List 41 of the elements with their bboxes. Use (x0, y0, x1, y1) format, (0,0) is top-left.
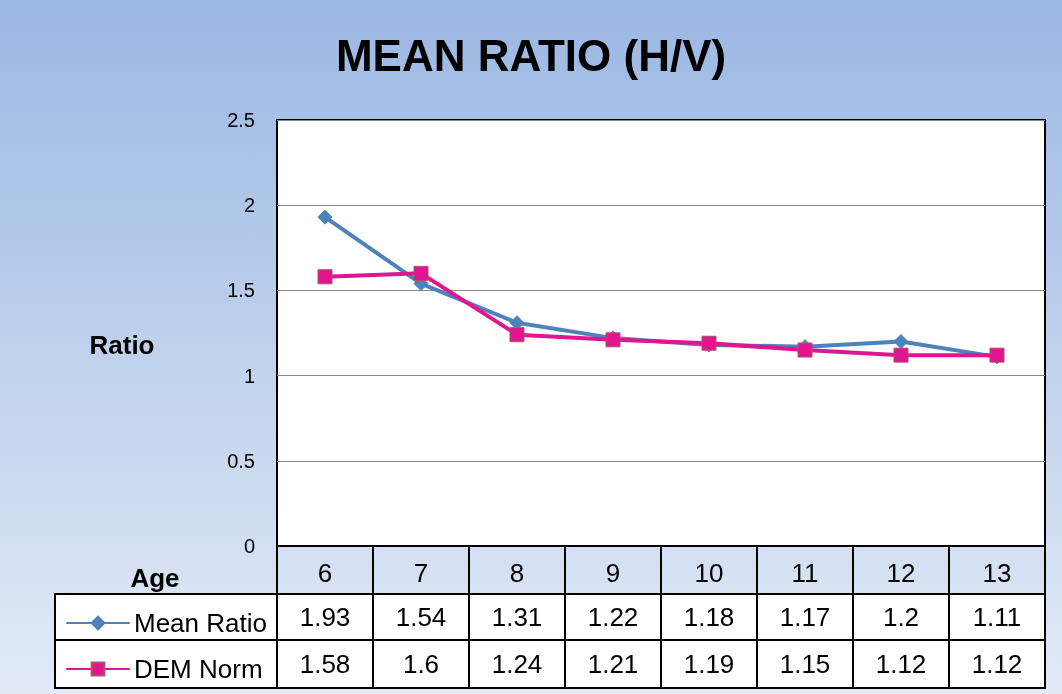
y-tick-label: 1.5 (227, 279, 255, 302)
point (317, 209, 333, 225)
x-tick-label: 9 (605, 558, 621, 588)
x-tick-label: 10 (694, 558, 724, 588)
data-label: 1.17 (779, 602, 831, 632)
data-label: 1.31 (491, 602, 543, 632)
data-label: 1.22 (587, 602, 639, 632)
data-label: 1.93 (299, 602, 351, 632)
data-label: 1.21 (587, 649, 639, 679)
x-tick-label: 12 (886, 558, 916, 588)
x-tick-label: 8 (509, 558, 525, 588)
data-label: 1.12 (875, 649, 927, 679)
x-tick-label: 11 (791, 558, 819, 588)
data-label: 1.6 (402, 649, 440, 679)
data-label: 1.54 (395, 602, 447, 632)
x-tick-label: 13 (982, 558, 1012, 588)
data-label: 1.18 (683, 602, 735, 632)
point (509, 327, 525, 343)
y-tick-label: 1 (243, 364, 255, 387)
data-label: 1.19 (683, 649, 735, 679)
point (893, 347, 909, 363)
y-tick-label: 0 (243, 535, 255, 557)
data-label: 1.12 (971, 649, 1023, 679)
x-tick-label: 6 (317, 558, 333, 588)
legend-label: Mean Ratio (134, 608, 267, 638)
y-tick-label: 2 (243, 194, 255, 217)
data-label: 1.15 (779, 649, 831, 679)
y-tick-label: 0.5 (227, 449, 255, 472)
point (317, 269, 333, 285)
x-tick-label: 7 (413, 558, 429, 588)
point (413, 265, 429, 281)
chart-title: MEAN RATIO (H/V) (335, 30, 727, 80)
data-label: 1.58 (299, 649, 351, 679)
x-axis-title: Age (130, 563, 180, 593)
legend-label: DEM Norm (134, 654, 263, 684)
data-label: 1.11 (972, 602, 1022, 632)
point (893, 334, 909, 350)
data-label: 1.24 (491, 649, 543, 679)
data-label: 1.2 (882, 602, 920, 632)
y-tick-label: 2.5 (227, 109, 255, 131)
y-axis-title: Ratio (89, 330, 155, 360)
